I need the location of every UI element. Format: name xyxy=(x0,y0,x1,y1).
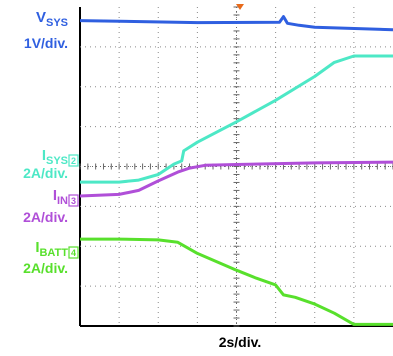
trace-i-in xyxy=(79,160,393,198)
svg-text:4: 4 xyxy=(71,248,76,258)
channel-scale-i-sys: 2A/div. xyxy=(23,165,68,181)
svg-text:2: 2 xyxy=(71,156,76,166)
channel-scale-i-in: 2A/div. xyxy=(23,209,68,225)
trace-i-sys xyxy=(80,54,393,184)
x-axis-label: 2s/div. xyxy=(219,334,262,350)
channel-name-i-sys: ISYS xyxy=(42,147,68,167)
channel-marker-2: 2 xyxy=(68,154,79,167)
channel-name-v-sys: VSYS xyxy=(36,9,68,29)
channel-scale-v-sys: 1V/div. xyxy=(24,35,68,51)
svg-text:3: 3 xyxy=(71,196,76,206)
trace-i-batt xyxy=(80,237,393,326)
channel-marker-4: 4 xyxy=(68,246,79,259)
trace-v-sys xyxy=(79,15,393,32)
channel-marker-3: 3 xyxy=(68,194,79,207)
channel-scale-i-batt: 2A/div. xyxy=(23,260,68,276)
channel-name-i-in: IIN xyxy=(53,187,68,207)
trigger-marker-icon xyxy=(236,4,244,10)
plot-grid xyxy=(79,6,393,327)
channel-name-i-batt: IBATT xyxy=(35,239,68,259)
trace-layer xyxy=(79,15,393,326)
channel-labels: VSYS1V/div.ISYS2A/div.2IIN2A/div.3IBATT2… xyxy=(23,9,79,276)
